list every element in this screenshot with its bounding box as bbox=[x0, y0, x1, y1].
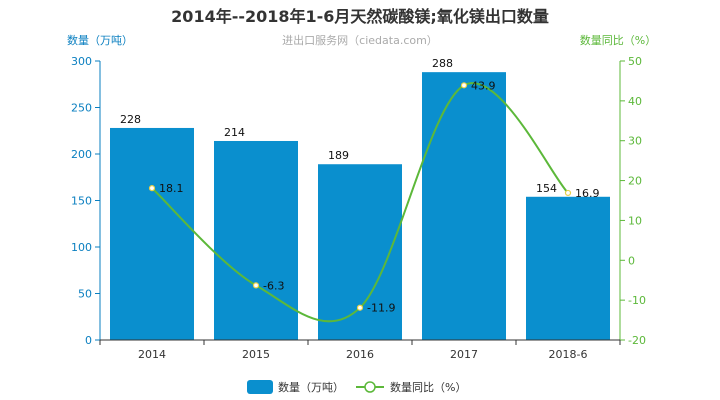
growth-label-2015: -6.3 bbox=[263, 279, 284, 292]
right-tick-label: 40 bbox=[628, 95, 642, 108]
bar-label-2015: 214 bbox=[224, 126, 245, 139]
x-tick-label: 2016 bbox=[346, 348, 374, 361]
legend-line-label: 数量同比（%） bbox=[390, 381, 466, 394]
growth-line bbox=[151, 82, 569, 323]
bar-2018-6 bbox=[526, 196, 610, 340]
right-tick-label: 50 bbox=[628, 55, 642, 68]
growth-label-2014: 18.1 bbox=[159, 182, 184, 195]
right-axis-name: 数量同比（%） bbox=[580, 34, 656, 47]
bar-2014 bbox=[110, 127, 194, 341]
x-tick-label: 2018-6 bbox=[549, 348, 588, 361]
right-tick-label: -10 bbox=[628, 294, 646, 307]
growth-label-2016: -11.9 bbox=[367, 302, 395, 315]
left-tick-label: 300 bbox=[71, 55, 92, 68]
left-tick-label: 150 bbox=[71, 195, 92, 208]
x-tick-label: 2014 bbox=[138, 348, 166, 361]
right-tick-label: 10 bbox=[628, 214, 642, 227]
growth-label-2018-6: 16.9 bbox=[575, 187, 600, 200]
left-tick-label: 0 bbox=[85, 334, 92, 347]
bar-label-2016: 189 bbox=[328, 149, 349, 162]
growth-point-2014 bbox=[148, 185, 156, 192]
left-tick-label: 50 bbox=[78, 288, 92, 301]
bar-label-2018-6: 154 bbox=[536, 182, 557, 195]
right-tick-label: 20 bbox=[628, 175, 642, 188]
x-tick-label: 2015 bbox=[242, 348, 270, 361]
chart-title: 2014年--2018年1-6月天然碳酸镁;氧化镁出口数量 bbox=[171, 7, 549, 26]
bar-label-2017: 288 bbox=[432, 57, 453, 70]
left-axis-name: 数量（万吨） bbox=[67, 34, 133, 47]
bar-2015 bbox=[214, 140, 298, 340]
legend-bar-label: 数量（万吨） bbox=[278, 381, 344, 394]
left-tick-label: 250 bbox=[71, 102, 92, 115]
growth-point-2016 bbox=[356, 304, 364, 311]
x-tick-label: 2017 bbox=[450, 348, 478, 361]
legend-line-marker bbox=[364, 381, 376, 393]
bar-label-2014: 228 bbox=[120, 113, 141, 126]
growth-point-2018-6 bbox=[564, 189, 572, 197]
growth-label-2017: 43.9 bbox=[471, 79, 496, 92]
chart-subtitle: 进出口服务网（ciedata.com） bbox=[282, 33, 438, 47]
right-tick-label: -20 bbox=[628, 334, 646, 347]
growth-point-2015 bbox=[252, 282, 260, 289]
bar-2017 bbox=[422, 72, 506, 340]
left-tick-label: 100 bbox=[71, 241, 92, 254]
left-tick-label: 200 bbox=[71, 148, 92, 161]
right-tick-label: 0 bbox=[628, 254, 635, 267]
right-tick-label: 30 bbox=[628, 135, 642, 148]
legend-bar-swatch bbox=[247, 380, 273, 394]
growth-point-2017 bbox=[460, 82, 468, 89]
